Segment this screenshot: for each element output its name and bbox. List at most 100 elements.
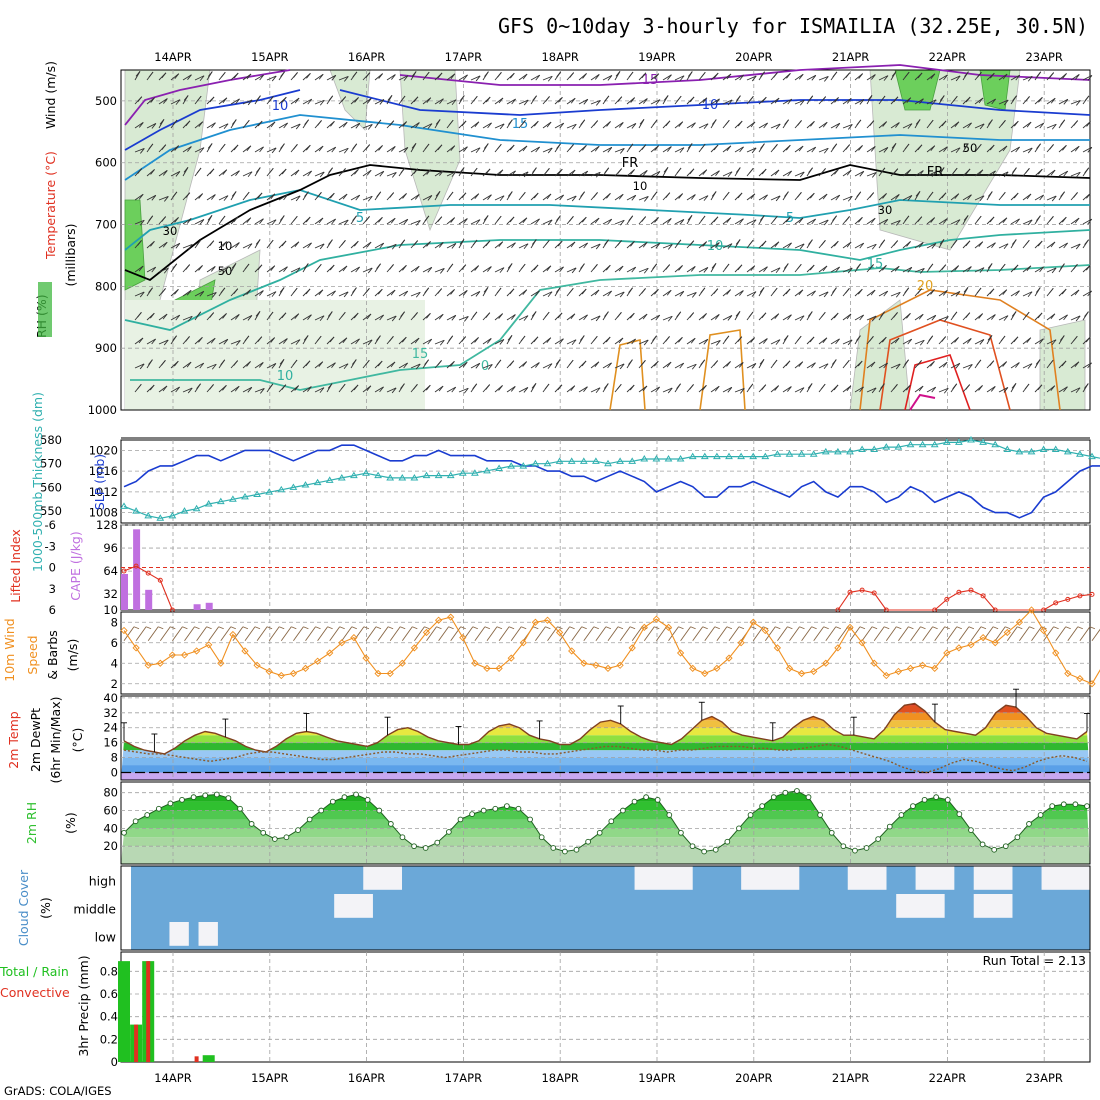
wind-barb-flag [1002, 361, 1008, 367]
wind-barb [734, 74, 744, 81]
wind10-point [918, 661, 927, 669]
wind-barb-flag [139, 291, 145, 298]
wind-barb [830, 266, 840, 273]
wind10-point [664, 623, 673, 632]
wind-barb-flag [893, 312, 898, 318]
wind-barb [698, 338, 709, 345]
wind10-barb [426, 626, 437, 642]
wind-barb-flag [366, 385, 372, 392]
wind-barb-flag [955, 363, 961, 369]
wind-barb-flag [966, 338, 972, 344]
wind-barb-flag [295, 339, 301, 345]
wind-barb [458, 74, 468, 81]
wind-barb-flag [870, 289, 876, 296]
wind-barb [158, 195, 169, 201]
wind10-barb [184, 626, 195, 642]
wind-barb-flag [1002, 145, 1008, 152]
wind-barb-flag [463, 74, 468, 81]
wind-barb-flag [175, 314, 181, 321]
rh-point [724, 838, 731, 845]
wind-barb-flag [533, 336, 539, 343]
wind10-barb [764, 626, 776, 642]
wind-barb-flag [941, 264, 947, 270]
wind-barb-flag [882, 265, 887, 271]
wind-barb [146, 338, 156, 345]
wind-barb-flag [207, 143, 213, 149]
wind-barb-flag [737, 192, 743, 199]
wind-barb-flag [498, 97, 504, 104]
wind-barb [602, 75, 613, 81]
wind-barb-flag [198, 337, 203, 343]
wind-barb-flag [364, 359, 370, 366]
wind-barb-flag [615, 71, 621, 77]
wind-barb-flag [376, 119, 382, 126]
wind10-point [640, 623, 648, 632]
wind-barb-flag [186, 289, 192, 296]
wind-barb-flag [461, 336, 467, 342]
wind-barb-flag [604, 239, 609, 245]
wind-barb-flag [521, 120, 526, 126]
wind-barb-flag [199, 219, 205, 225]
wind-barb [758, 122, 768, 129]
wind-barb [710, 170, 720, 177]
wind-barb-flag [438, 313, 444, 320]
wind-barb [1010, 362, 1020, 369]
wind-barb-flag [665, 120, 671, 127]
wind-barb-flag [616, 383, 622, 390]
wind-barb-flag [559, 338, 564, 344]
rh-point [1002, 843, 1009, 850]
wind-barb-flag [379, 386, 384, 393]
wind-barb [494, 123, 505, 129]
wind-barb-flag [426, 169, 432, 175]
wind-barb [878, 147, 889, 153]
wind-barb-flag [259, 290, 264, 296]
wind-barb [1010, 290, 1020, 297]
wind-barb-flag [472, 239, 478, 246]
wind-barb-flag [571, 267, 577, 274]
wind10-point [943, 649, 951, 657]
wind-barb-flag [450, 145, 456, 151]
wind-barb-flag [295, 195, 301, 202]
wind10-point [350, 633, 358, 642]
wind-barb-flag [1024, 239, 1030, 246]
wind-barb-flag [727, 315, 733, 321]
wind-barb-flag [1003, 99, 1009, 106]
rh-band [121, 790, 1090, 793]
rh-point [411, 843, 417, 850]
wind-barb [254, 362, 264, 369]
wind-barb-flag [211, 363, 217, 370]
wind-barb-flag [965, 168, 971, 175]
wind-barb-flag [475, 291, 481, 297]
wind-barb-flag [715, 340, 721, 346]
wind-barb [278, 266, 288, 273]
thickness-point [870, 445, 879, 452]
wind-barb-flag [498, 241, 504, 247]
wind-barb-flag [340, 383, 346, 390]
date-label-top: 18APR [541, 50, 578, 64]
wind10-point [761, 626, 769, 635]
wind10-point [870, 659, 878, 667]
thickness-point [991, 440, 1000, 448]
wind-barb-flag [545, 168, 550, 174]
wind-barb-flag [571, 195, 577, 202]
wind-barb [1034, 122, 1044, 129]
rh-point [1072, 801, 1079, 808]
cloud-panel-frame [120, 865, 1091, 951]
wind-barb-flag [939, 95, 945, 101]
wind-barb-flag [617, 240, 622, 246]
date-label-top: 17APR [445, 50, 482, 64]
wind-barb-flag [822, 337, 828, 344]
wind-barb [530, 146, 540, 153]
pressure-tick-label: 800 [95, 279, 117, 293]
wind-barb-flag [894, 337, 900, 344]
wind10-point [507, 654, 515, 662]
wind-barb [338, 291, 349, 297]
wind-barb [398, 290, 408, 297]
chart-layers: GFS 0~10day 3-hourly for ISMAILIA (32.25… [0, 14, 1100, 1098]
thickness-point [652, 454, 661, 462]
wind-barb-flag [736, 95, 741, 101]
wind-barb [278, 338, 288, 345]
wind-barb [986, 98, 996, 105]
wind-barb-flag [715, 242, 720, 248]
wind-barb-flag [485, 240, 491, 247]
